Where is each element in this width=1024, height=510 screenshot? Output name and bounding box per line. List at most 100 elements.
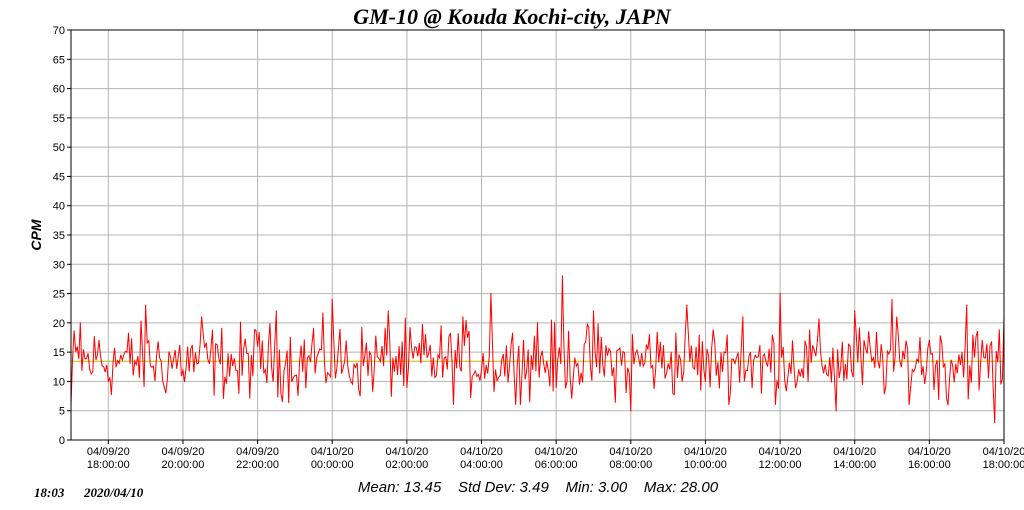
data-point <box>994 421 996 424</box>
data-point <box>854 310 856 312</box>
data-point <box>518 345 520 347</box>
timestamp-time: 18:03 <box>34 485 65 500</box>
y-tick-label: 0 <box>59 435 65 447</box>
data-point <box>704 380 707 383</box>
data-point <box>387 310 389 312</box>
x-tick-date: 04/09/20 <box>236 446 279 458</box>
y-tick-label: 35 <box>53 230 65 242</box>
data-point <box>536 322 539 324</box>
data-point <box>816 339 819 342</box>
data-point <box>350 380 352 383</box>
x-tick-date: 04/10/20 <box>460 446 503 458</box>
data-point <box>910 386 912 388</box>
x-tick-time: 12:00:00 <box>759 459 802 471</box>
data-point <box>648 333 651 336</box>
data-point <box>424 333 427 336</box>
y-tick-label: 65 <box>53 54 65 66</box>
data-point <box>723 351 725 353</box>
data-point <box>89 369 91 371</box>
data-point <box>742 316 744 318</box>
x-tick-time: 22:00:00 <box>236 459 279 471</box>
x-tick-date: 04/10/20 <box>609 446 652 458</box>
x-tick-time: 04:00:00 <box>460 459 503 471</box>
data-point <box>490 292 492 295</box>
x-tick-time: 10:00:00 <box>684 459 727 471</box>
y-tick-label: 15 <box>53 347 65 359</box>
y-axis-label: CPM <box>28 219 44 250</box>
data-point <box>928 339 930 342</box>
x-tick-date: 04/10/20 <box>759 446 802 458</box>
grid-lines <box>71 29 1005 441</box>
data-point <box>835 410 837 412</box>
data-point <box>145 304 147 306</box>
chart-title: GM-10 @ Kouda Kochi-city, JAPN <box>353 4 672 29</box>
data-point <box>555 386 557 388</box>
series-layer <box>70 275 1005 424</box>
data-point <box>98 339 100 342</box>
data-point <box>294 374 296 377</box>
x-tick-date: 04/09/20 <box>162 446 205 458</box>
x-tick-time: 14:00:00 <box>833 459 876 471</box>
data-point <box>760 392 763 394</box>
data-point <box>891 298 893 301</box>
y-tick-label: 5 <box>59 406 65 418</box>
data-point <box>331 298 333 301</box>
x-tick-date: 04/10/20 <box>908 446 951 458</box>
data-point <box>686 304 688 306</box>
series-line <box>70 275 1005 423</box>
stats-summary: Mean: 13.45 Std Dev: 3.49 Min: 3.00 Max:… <box>358 479 719 496</box>
x-tick-date: 04/10/20 <box>684 446 727 458</box>
x-tick-time: 18:00:00 <box>87 459 130 471</box>
data-point <box>984 357 986 359</box>
x-tick-date: 04/10/20 <box>833 446 876 458</box>
data-point <box>312 328 315 330</box>
x-tick-date: 04/10/20 <box>535 446 578 458</box>
y-tick-label: 10 <box>53 376 65 388</box>
y-tick-label: 70 <box>53 25 65 37</box>
data-point <box>592 310 595 312</box>
data-point <box>257 345 259 347</box>
x-tick-time: 20:00:00 <box>162 459 205 471</box>
data-point <box>667 363 669 365</box>
y-tick-label: 55 <box>53 113 65 125</box>
data-point <box>443 357 445 359</box>
data-point <box>219 363 221 365</box>
data-point <box>107 380 109 383</box>
data-point <box>182 369 184 371</box>
y-axis-ticks: 0 5 10 15 20 25 30 35 40 45 50 55 60 65 70 <box>53 25 71 447</box>
data-point <box>872 357 874 359</box>
y-tick-label: 20 <box>53 318 65 330</box>
x-axis-ticks: 04/09/2018:00:0004/09/2020:00:0004/09/20… <box>87 440 1024 471</box>
x-tick-time: 00:00:00 <box>311 459 354 471</box>
data-point <box>574 357 576 359</box>
data-point <box>163 386 165 388</box>
timestamp-date: 2020/04/10 <box>83 485 144 500</box>
data-point <box>630 410 632 412</box>
data-point <box>238 392 240 394</box>
y-tick-label: 30 <box>53 259 65 271</box>
y-tick-label: 50 <box>53 142 65 154</box>
x-tick-time: 18:00:00 <box>983 459 1024 471</box>
data-point <box>406 386 408 388</box>
x-tick-time: 16:00:00 <box>908 459 951 471</box>
data-point <box>275 310 277 312</box>
data-point <box>368 351 371 353</box>
x-tick-time: 06:00:00 <box>535 459 578 471</box>
x-tick-time: 02:00:00 <box>385 459 428 471</box>
data-point <box>462 316 464 318</box>
data-point <box>126 351 128 353</box>
data-point <box>561 275 563 277</box>
y-tick-label: 25 <box>53 289 65 301</box>
data-point <box>779 292 781 295</box>
data-point <box>947 404 949 406</box>
data-point <box>79 322 81 324</box>
data-point <box>966 304 968 306</box>
x-tick-date: 04/10/20 <box>385 446 428 458</box>
x-tick-date: 04/10/20 <box>983 446 1024 458</box>
data-point <box>480 369 483 371</box>
x-tick-date: 04/10/20 <box>311 446 354 458</box>
y-tick-label: 45 <box>53 171 65 183</box>
y-tick-label: 60 <box>53 84 65 96</box>
data-point <box>611 374 613 377</box>
y-tick-label: 40 <box>53 201 65 213</box>
